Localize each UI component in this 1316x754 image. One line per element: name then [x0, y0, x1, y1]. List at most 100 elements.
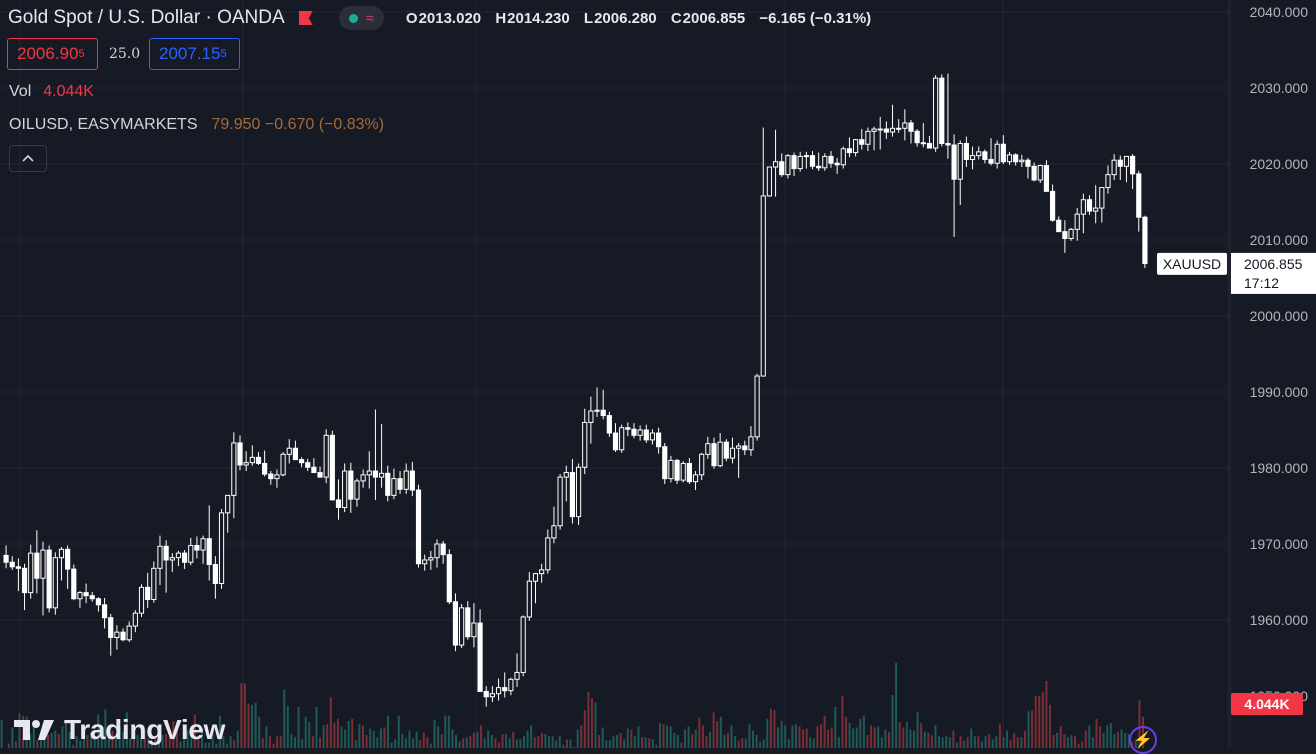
volume-bar: [1091, 737, 1094, 748]
candle-body: [200, 538, 206, 551]
sell-bid-button[interactable]: 2006.90 5: [7, 38, 98, 70]
volume-bar: [57, 733, 60, 748]
candle: [182, 550, 188, 570]
flag-icon[interactable]: [298, 11, 313, 25]
volume-bar: [276, 736, 279, 748]
candle: [588, 396, 594, 444]
buy-ask-button[interactable]: 2007.15 5: [149, 38, 240, 70]
candle-body: [717, 441, 723, 467]
volume-bar: [322, 725, 325, 748]
candle: [520, 615, 526, 677]
candle-body: [699, 453, 705, 476]
volume-bar: [150, 743, 153, 748]
candle: [834, 157, 840, 174]
candle-body: [791, 155, 797, 170]
candle-body: [342, 470, 348, 509]
candle-body: [969, 155, 976, 160]
candle: [409, 461, 415, 497]
volume-bar: [404, 738, 407, 748]
candle: [335, 479, 342, 520]
volume-bar: [175, 727, 178, 748]
candle-body: [372, 470, 379, 478]
candle-body: [692, 474, 699, 483]
volume-bar: [455, 735, 457, 748]
candle: [920, 122, 926, 148]
candle-body: [188, 545, 194, 563]
volume-last-box: [1231, 693, 1303, 715]
volume-bar: [934, 725, 937, 748]
candle: [360, 469, 366, 488]
volume-bar: [433, 719, 436, 748]
volume-bar: [1059, 726, 1062, 748]
candle: [865, 127, 871, 152]
candle-body: [495, 687, 502, 695]
candle: [1136, 170, 1142, 232]
volume-bar: [204, 742, 207, 748]
candle-body: [871, 128, 877, 132]
volume-bar: [186, 730, 189, 748]
volume-bar: [1031, 710, 1034, 748]
volume-bar: [1113, 733, 1116, 748]
volume-bar: [920, 723, 923, 748]
candle-body: [292, 447, 298, 461]
candle: [896, 119, 902, 133]
candle: [612, 423, 619, 453]
volume-bar: [340, 726, 343, 748]
lightning-icon[interactable]: ⚡: [1129, 726, 1157, 754]
compare-legend[interactable]: OILUSD, EASYMARKETS 79.950 −0.670 (−0.83%…: [9, 116, 384, 134]
candle: [1130, 154, 1136, 190]
price-tick-label: 2000.000: [1250, 308, 1309, 324]
high-key: H: [495, 9, 507, 27]
volume-bar: [862, 715, 865, 748]
volume-bar: [515, 739, 518, 748]
tradingview-logo[interactable]: TradingView: [14, 714, 225, 746]
volume-bar: [891, 695, 894, 748]
volume-bar: [462, 738, 465, 748]
candle-body: [754, 375, 760, 438]
candle: [89, 591, 95, 602]
candle-body: [563, 472, 569, 478]
candle: [354, 478, 360, 507]
candle: [686, 458, 692, 484]
candle: [175, 550, 182, 567]
symbol-title[interactable]: Gold Spot / U.S. Dollar · OANDA: [8, 7, 285, 28]
candle: [15, 558, 21, 592]
candle: [151, 561, 157, 603]
volume-bar: [472, 732, 475, 748]
volume-bar: [576, 729, 579, 748]
volume-bar: [819, 724, 822, 748]
volume-bar: [580, 725, 583, 748]
volume-bar: [329, 697, 332, 748]
ohlc-values: O2013.020 H2014.230 L2006.280 C2006.855 …: [406, 10, 871, 27]
candle: [434, 539, 440, 568]
candle: [157, 535, 163, 586]
candle: [840, 146, 846, 169]
candle: [440, 540, 446, 564]
candle: [1013, 153, 1019, 166]
volume-bar: [122, 731, 125, 748]
candle-body: [348, 470, 354, 500]
legend-header: Gold Spot / U.S. Dollar · OANDA ≈ O2013.…: [8, 6, 871, 30]
candle: [748, 426, 754, 456]
candle: [619, 424, 625, 453]
candle-body: [982, 151, 988, 160]
volume-bar: [286, 705, 289, 748]
open-value: 2013.020: [418, 9, 482, 27]
candle: [268, 471, 274, 485]
close-key: C: [670, 9, 682, 27]
spread-value: 25.0: [109, 46, 141, 62]
volume-bar: [86, 735, 89, 748]
volume-bar: [812, 738, 815, 748]
price-tick-label: 1990.000: [1250, 384, 1309, 400]
market-status-pill[interactable]: ≈: [338, 6, 384, 30]
volume-bar: [680, 742, 683, 748]
volume-bar: [769, 709, 772, 748]
candle-body: [422, 559, 428, 565]
volume-bar: [741, 738, 744, 748]
volume-legend[interactable]: Vol 4.044K: [9, 83, 94, 101]
volume-bar: [905, 722, 908, 748]
collapse-legend-button[interactable]: [9, 145, 47, 172]
volume-bar: [1048, 704, 1051, 748]
candle: [1117, 155, 1123, 180]
